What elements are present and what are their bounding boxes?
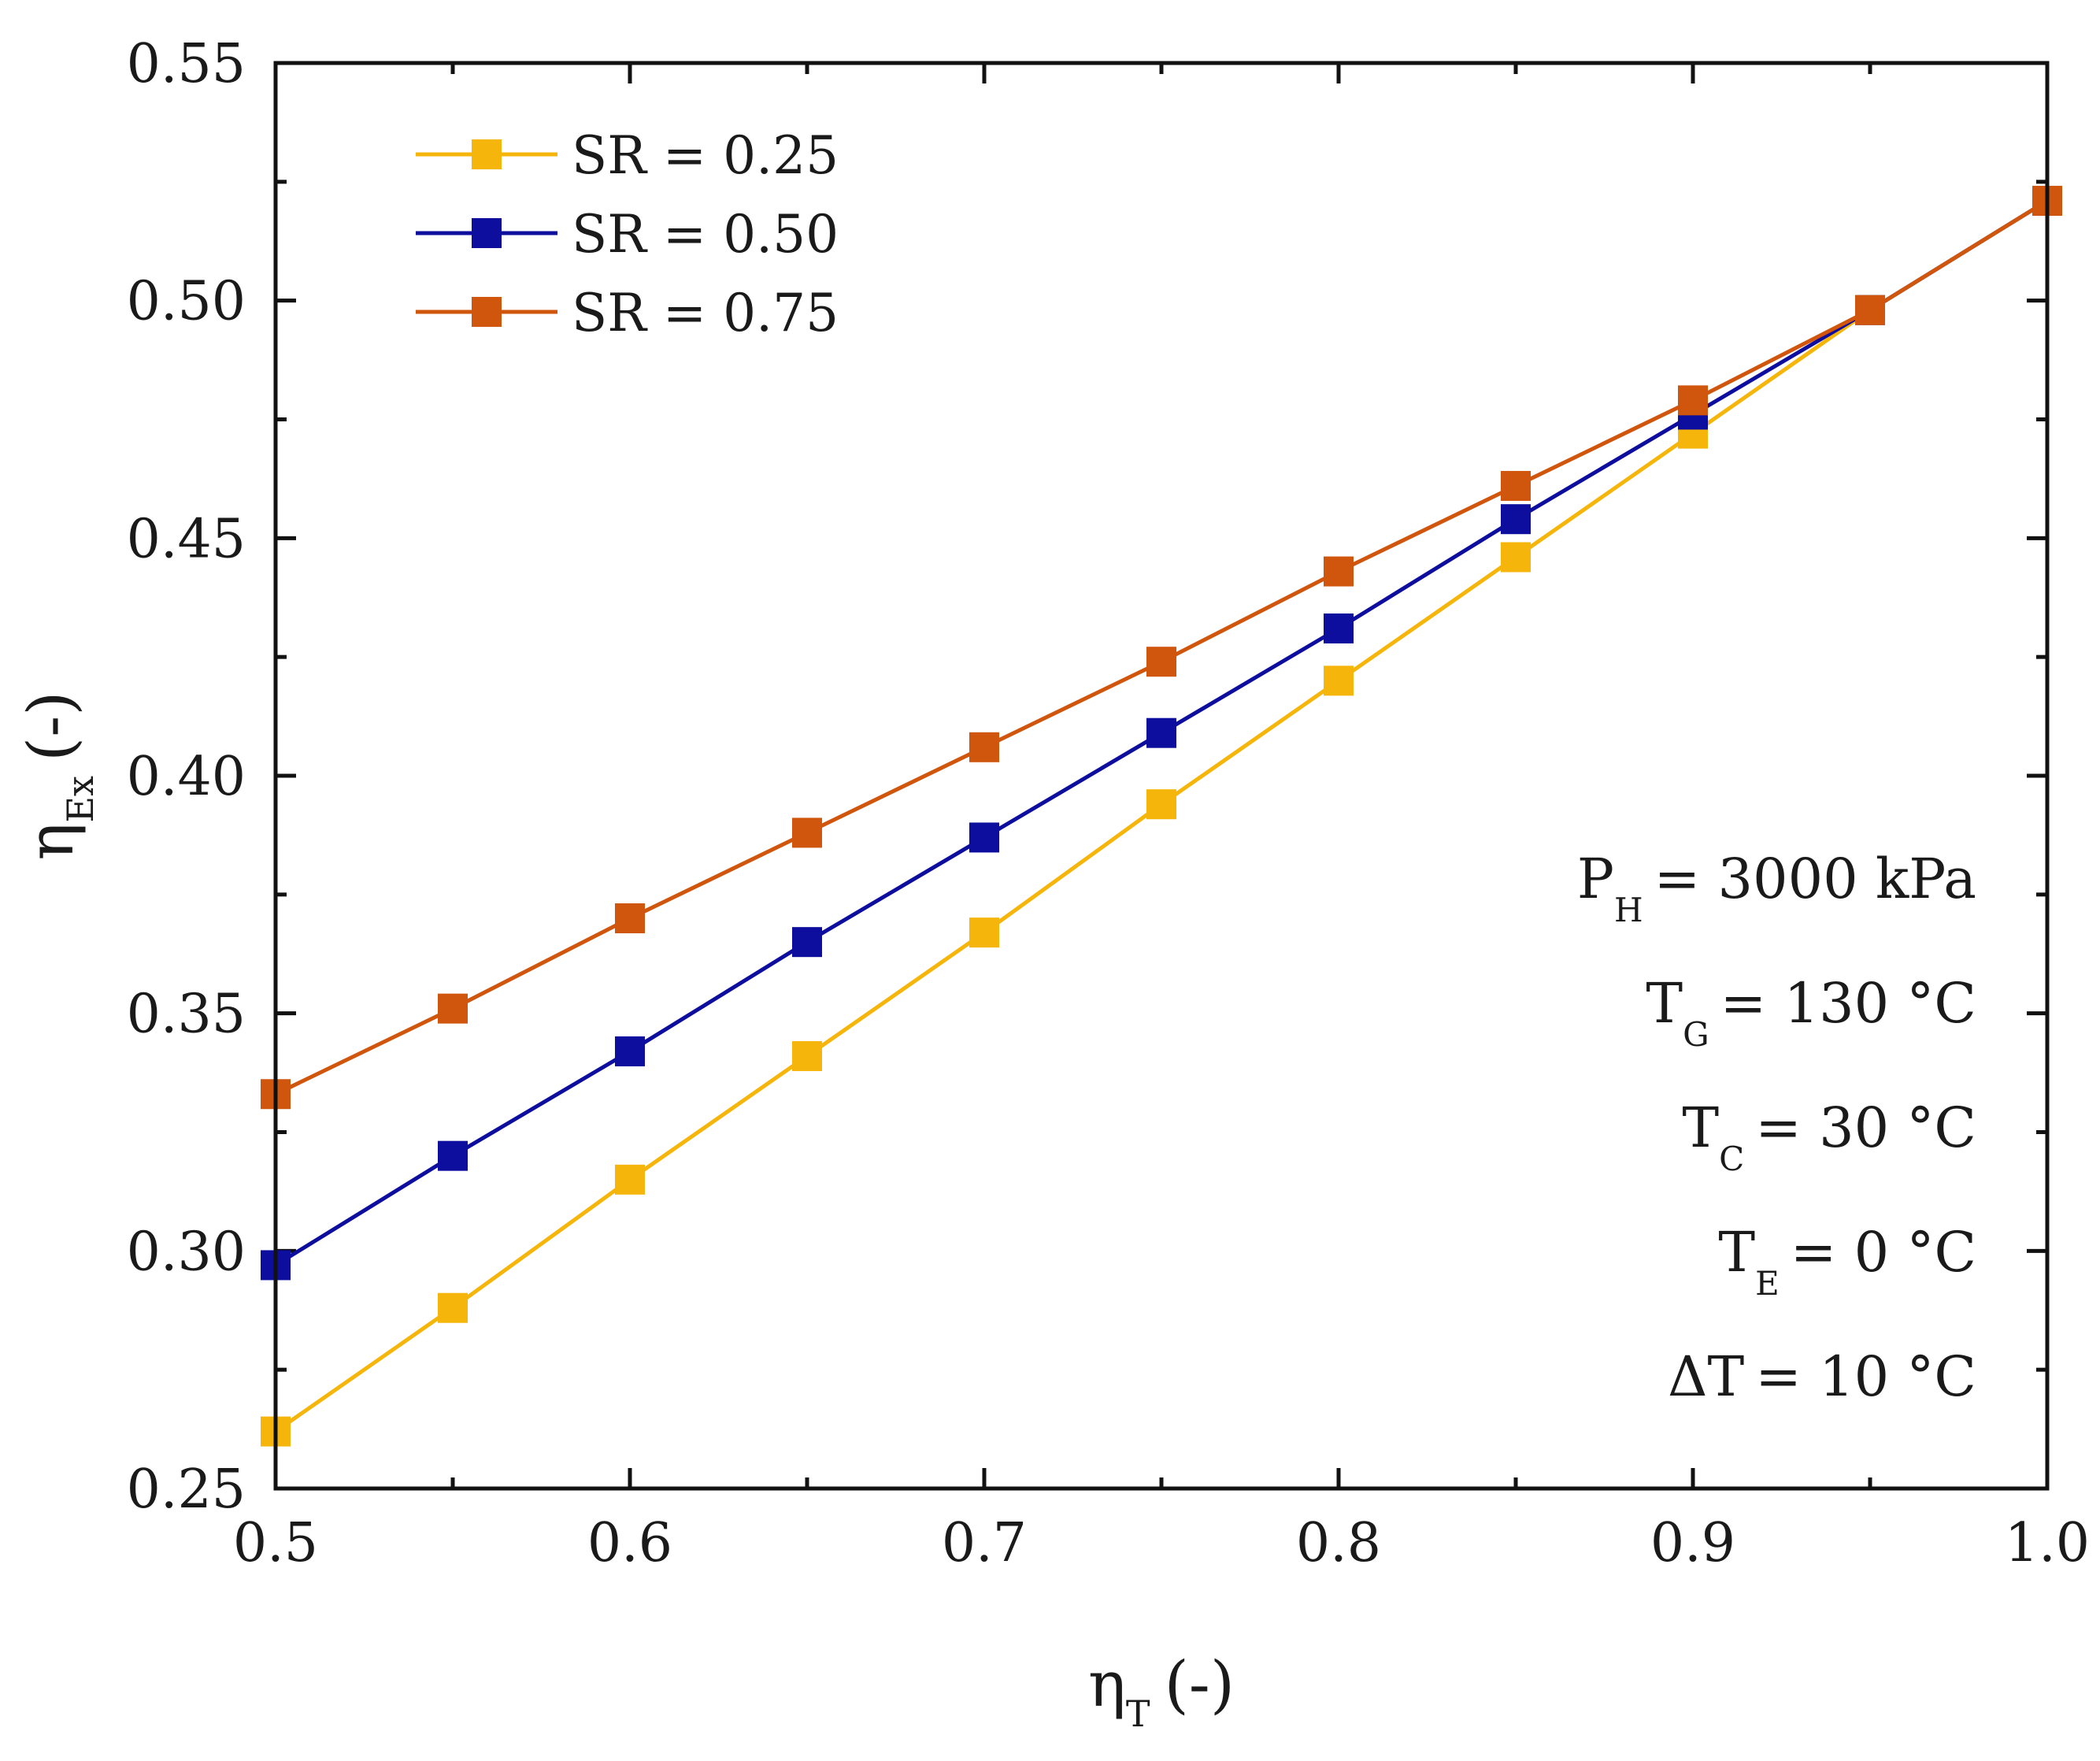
data-point <box>1324 665 1354 696</box>
x-tick-label: 0.6 <box>587 1512 672 1574</box>
y-tick-label: 0.55 <box>127 33 246 95</box>
data-point <box>1501 470 1531 501</box>
y-axis-title-main: η <box>14 823 87 861</box>
data-point <box>969 822 999 853</box>
data-point <box>1324 613 1354 643</box>
y-tick-label: 0.35 <box>127 984 246 1046</box>
y-tick-labels: 0.25 0.30 0.35 0.40 0.45 0.50 0.55 <box>127 33 246 1521</box>
data-point <box>615 1164 645 1195</box>
x-axis-title-sub: T <box>1126 1692 1150 1735</box>
y-axis-title-sub: Ex <box>59 776 102 823</box>
legend-item-1: SR = 0.25 <box>416 125 839 186</box>
legend-label: SR = 0.75 <box>572 283 839 343</box>
legend-item-2: SR = 0.50 <box>416 204 839 265</box>
data-point <box>1146 647 1176 677</box>
data-point <box>969 732 999 762</box>
data-point <box>438 993 468 1024</box>
x-tick-label: 0.7 <box>942 1512 1027 1574</box>
data-point <box>1501 504 1531 535</box>
plot-frame <box>273 61 2050 1491</box>
y-axis-title: ηEx (-) <box>14 691 102 861</box>
legend-swatch-marker <box>472 218 502 248</box>
annotation-3: TC = 30 °C <box>1682 1096 1976 1178</box>
y-tick-label: 0.30 <box>127 1221 246 1283</box>
x-tick-label: 1.0 <box>2005 1512 2090 1574</box>
legend-swatch-marker <box>472 297 502 327</box>
parameter-annotations: PH = 3000 kPa TG = 130 °C TC = 30 °C TE = 0 °C Δ… <box>1577 847 1976 1409</box>
legend-swatch-marker <box>472 139 502 169</box>
series-markers <box>261 185 2062 1447</box>
data-point <box>792 817 822 848</box>
x-axis-title-suffix: (-) <box>1165 1648 1235 1721</box>
data-point <box>1146 789 1176 820</box>
data-point <box>438 1140 468 1171</box>
data-point <box>438 1292 468 1323</box>
y-tick-label: 0.25 <box>127 1459 246 1521</box>
x-tick-labels: 0.5 0.6 0.7 0.8 0.9 1.0 <box>233 1512 2090 1574</box>
data-point <box>1678 385 1708 416</box>
y-tick-label: 0.45 <box>127 508 246 570</box>
legend-item-3: SR = 0.75 <box>416 283 839 343</box>
data-point <box>792 1040 822 1071</box>
annotation-5: ΔT = 10 °C <box>1668 1344 1976 1409</box>
y-tick-label: 0.40 <box>127 746 246 808</box>
data-point <box>969 918 999 948</box>
data-point <box>1855 295 1885 325</box>
data-point <box>615 1036 645 1066</box>
annotation-4: TE = 0 °C <box>1718 1220 1976 1303</box>
data-point <box>1146 717 1176 748</box>
annotation-2: TG = 130 °C <box>1646 971 1976 1054</box>
y-axis-title-suffix: (-) <box>14 691 87 762</box>
data-point <box>792 927 822 958</box>
x-tick-label: 0.8 <box>1296 1512 1381 1574</box>
annotation-1: PH = 3000 kPa <box>1577 847 1976 929</box>
data-point <box>615 903 645 933</box>
data-point <box>1501 542 1531 573</box>
x-axis-title-main: η <box>1088 1648 1126 1721</box>
y-tick-label: 0.50 <box>127 271 246 333</box>
data-point <box>1324 556 1354 587</box>
legend-label: SR = 0.25 <box>572 125 839 186</box>
x-tick-label: 0.5 <box>233 1512 318 1574</box>
x-tick-label: 0.9 <box>1650 1512 1735 1574</box>
legend-label: SR = 0.50 <box>572 204 839 265</box>
x-axis-title: ηT (-) <box>1088 1648 1235 1735</box>
legend: SR = 0.25 SR = 0.50 SR = 0.75 <box>416 125 839 343</box>
